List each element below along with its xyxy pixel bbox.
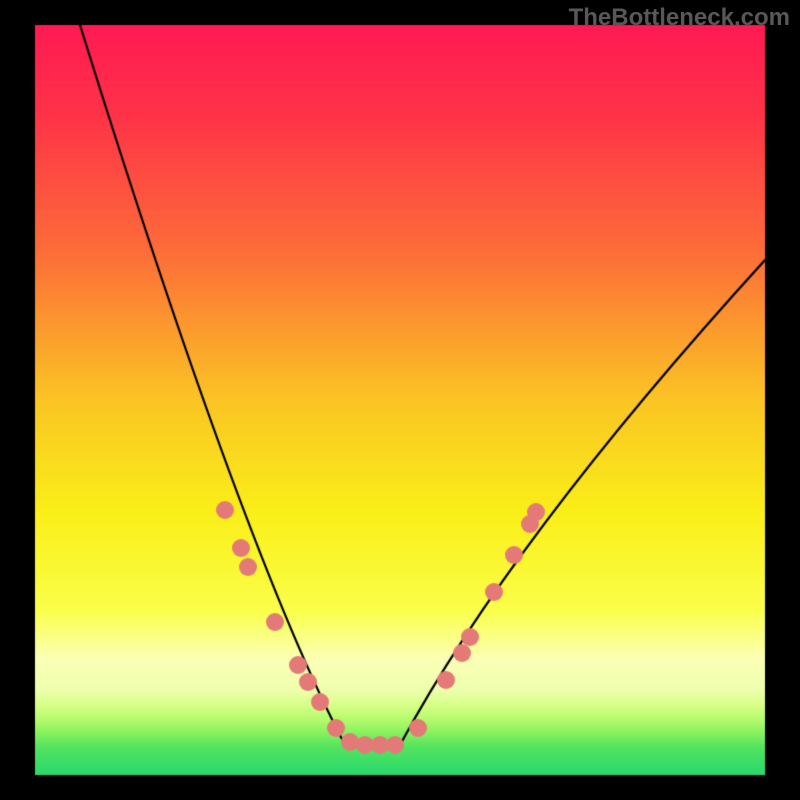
bottleneck-chart <box>0 0 800 800</box>
watermark-text: TheBottleneck.com <box>569 4 790 32</box>
